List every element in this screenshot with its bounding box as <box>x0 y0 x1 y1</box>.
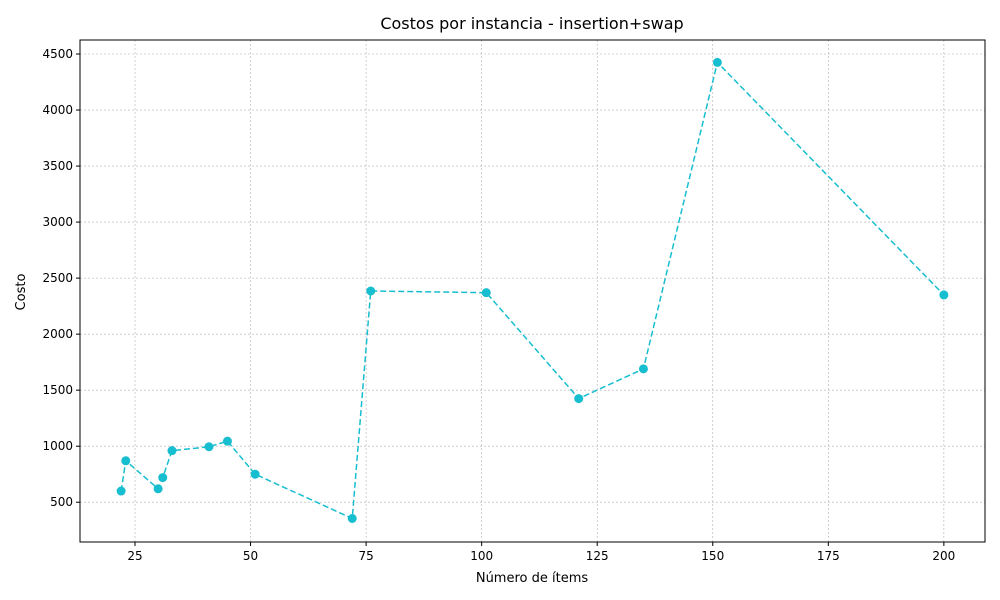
x-tick-label: 75 <box>358 549 373 563</box>
data-point <box>222 436 232 446</box>
data-point <box>366 286 376 296</box>
x-tick-label: 50 <box>243 549 258 563</box>
data-point <box>939 290 949 300</box>
y-tick-label: 3500 <box>42 159 73 173</box>
data-point <box>121 456 131 466</box>
data-point <box>204 442 214 452</box>
data-point <box>158 473 168 483</box>
series <box>116 57 949 523</box>
x-axis-ticks: 25 50 75 100 125 150 175 200 <box>127 542 955 563</box>
x-tick-label: 150 <box>701 549 724 563</box>
plot-frame <box>79 39 986 543</box>
chart-title: Costos por instancia - insertion+swap <box>380 14 683 33</box>
x-tick-label: 200 <box>932 549 955 563</box>
data-point <box>153 484 163 494</box>
data-point <box>574 394 584 404</box>
data-point <box>250 469 260 479</box>
x-axis-label: Número de ítems <box>476 571 589 586</box>
x-tick-label: 125 <box>586 549 609 563</box>
x-tick-label: 25 <box>127 549 142 563</box>
data-point <box>638 364 648 374</box>
y-tick-label: 1500 <box>42 383 73 397</box>
data-point <box>712 57 722 67</box>
y-tick-label: 2500 <box>42 271 73 285</box>
y-tick-label: 1000 <box>42 439 73 453</box>
data-point <box>167 446 177 456</box>
data-point <box>347 513 357 523</box>
y-axis-label: Costo <box>14 274 29 311</box>
y-tick-label: 500 <box>50 495 73 509</box>
y-tick-label: 2000 <box>42 327 73 341</box>
y-axis-ticks: 500 1000 1500 2000 2500 3000 3500 4000 4500 <box>42 47 80 509</box>
data-point <box>481 288 491 298</box>
y-tick-label: 3000 <box>42 215 73 229</box>
x-tick-label: 100 <box>470 549 493 563</box>
y-tick-label: 4000 <box>42 103 73 117</box>
x-tick-label: 175 <box>817 549 840 563</box>
axes <box>79 39 986 543</box>
y-tick-label: 4500 <box>42 47 73 61</box>
data-point <box>116 486 126 496</box>
grid <box>80 40 985 542</box>
